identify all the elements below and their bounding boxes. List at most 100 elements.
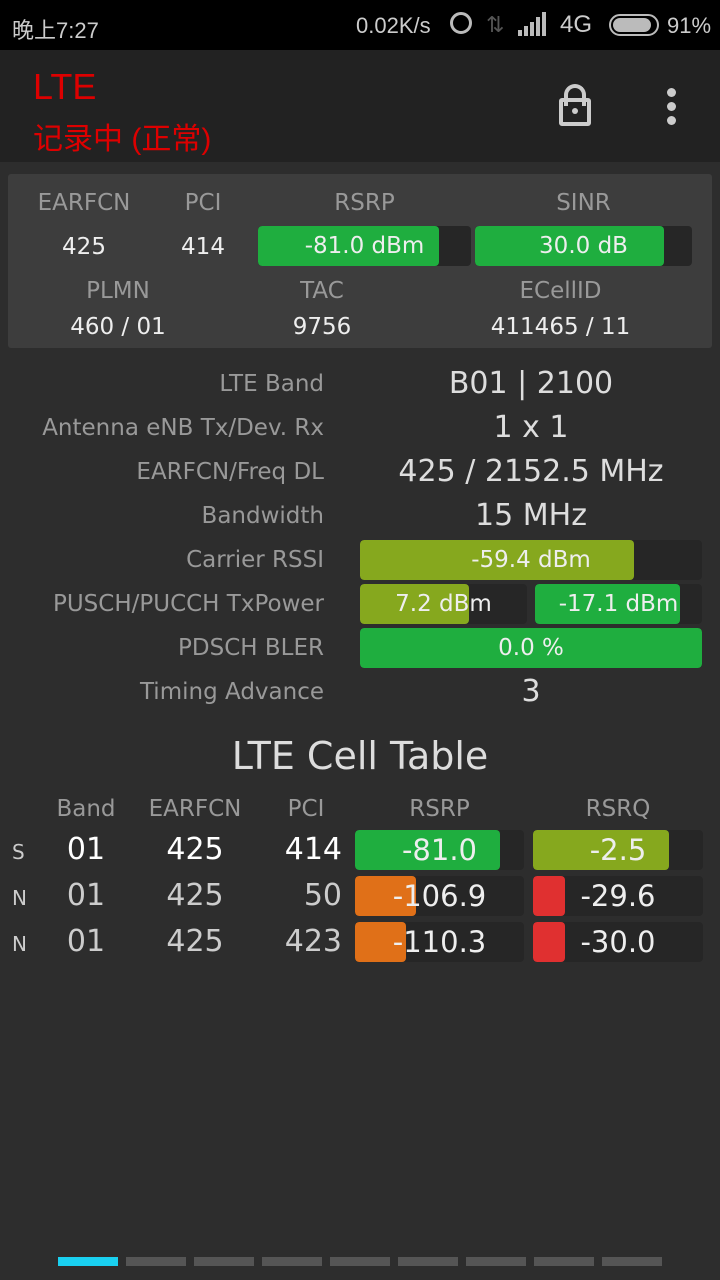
cell-band: 01 [66,832,106,867]
network-type: 4G [560,11,593,38]
earfcn-freq-value: 425 / 2152.5 MHz [398,454,664,489]
bar-fill [533,876,566,916]
cell-rsrp-bar: -106.9 [355,876,524,916]
battery-percent: 91% [667,13,712,38]
cell-rsrq-value: -29.6 [580,879,656,913]
bler-value: 0.0 % [498,635,564,661]
col-rsrq: RSRQ [585,796,651,822]
page-indicator-1[interactable] [58,1257,118,1266]
bar-fill [360,540,634,580]
rssi-label: Carrier RSSI [186,547,324,573]
tac-header: TAC [300,278,344,304]
timing-advance-value: 3 [521,674,541,709]
bar-fill [535,584,681,624]
net-speed: 0.02K/s [356,13,431,38]
page-indicator-5[interactable] [330,1257,390,1266]
cell-rsrq-value: -2.5 [589,833,647,867]
cell-rsrp-bar: -110.3 [355,922,524,962]
cell-rsrq-bar: -2.5 [533,830,703,870]
txpower-label: PUSCH/PUCCH TxPower [52,591,324,617]
cell-rsrp-value: -81.0 [401,833,478,867]
cell-earfcn: 425 [166,832,224,867]
bler-bar: 0.0 % [360,628,702,668]
lte-band-value: B01 | 2100 [448,366,614,401]
more-vert-icon[interactable] [666,88,678,126]
sinr-header: SINR [556,190,611,216]
cell-rsrp-bar: -81.0 [355,830,524,870]
cell-type: S [12,840,25,864]
earfcn-value: 425 [62,234,106,260]
pucch-value: -17.1 dBm [558,591,679,617]
cell-pci: 414 [284,832,342,867]
ecellid-header: ECellID [519,278,602,304]
antenna-value: 1 x 1 [493,410,569,445]
cell-rsrq-bar: -30.0 [533,922,703,962]
tac-value: 9756 [292,314,352,340]
pci-value: 414 [181,234,225,260]
battery-icon [609,14,659,36]
status-bar: 晚上7:27 0.02K/s ⇅ 4G 91% [0,0,720,50]
cell-earfcn: 425 [166,924,224,959]
cell-table-title: LTE Cell Table [231,734,489,778]
sinr-value: 30.0 dB [539,233,628,259]
timing-advance-label: Timing Advance [139,679,324,705]
bar-fill [533,922,566,962]
pucch-bar: -17.1 dBm [535,584,702,624]
page-indicator-2[interactable] [126,1257,186,1266]
rssi-bar: -59.4 dBm [360,540,702,580]
bler-label: PDSCH BLER [178,635,324,661]
hotspot-icon [450,12,472,34]
bar-fill [475,226,664,266]
cell-rsrq-value: -30.0 [580,925,656,959]
cell-pci: 50 [303,878,342,913]
cell-type: N [12,932,27,956]
bar-fill [360,584,469,624]
cell-band: 01 [66,878,106,913]
col-band: Band [56,796,116,822]
rsrp-bar: -81.0 dBm [258,226,471,266]
page-indicator-4[interactable] [262,1257,322,1266]
page-indicator-3[interactable] [194,1257,254,1266]
cell-rsrq-bar: -29.6 [533,876,703,916]
lte-band-label: LTE Band [219,371,324,397]
page-indicator-7[interactable] [466,1257,526,1266]
col-rsrp: RSRP [409,796,470,822]
bar-fill [258,226,440,266]
bar-fill [355,830,501,870]
col-earfcn: EARFCN [148,796,242,822]
cell-band: 01 [66,924,106,959]
page-indicator-6[interactable] [398,1257,458,1266]
clock: 晚上7:27 [12,18,99,43]
data-arrows-icon: ⇅ [486,12,505,37]
antenna-label: Antenna eNB Tx/Dev. Rx [42,415,324,441]
pusch-value: 7.2 dBm [395,591,492,617]
bar-fill [533,830,669,870]
cell-earfcn: 425 [166,878,224,913]
serving-cell-summary: EARFCN PCI RSRP SINR 425 414 -81.0 dBm 3… [8,174,712,348]
cell-type: N [12,886,27,910]
bandwidth-label: Bandwidth [201,503,324,529]
sinr-bar: 30.0 dB [475,226,692,266]
recording-status: 记录中 (正常) [33,123,212,156]
pusch-bar: 7.2 dBm [360,584,527,624]
rsrp-value: -81.0 dBm [304,233,425,259]
bar-fill [355,922,406,962]
lock-open-icon[interactable] [556,84,596,128]
earfcn-freq-label: EARFCN/Freq DL [136,459,324,485]
rssi-value: -59.4 dBm [471,547,591,573]
page-indicator-9[interactable] [602,1257,662,1266]
earfcn-header: EARFCN [37,190,131,216]
bandwidth-value: 15 MHz [475,498,587,533]
cell-pci: 423 [284,924,342,959]
pci-header: PCI [184,190,222,216]
bar-fill [355,876,416,916]
rsrp-header: RSRP [334,190,395,216]
signal-icon [518,12,548,36]
plmn-value: 460 / 01 [70,314,166,340]
app-title: LTE [33,66,97,107]
cell-rsrp-value: -106.9 [392,879,487,913]
cell-rsrp-value: -110.3 [392,925,487,959]
page-indicator-8[interactable] [534,1257,594,1266]
ecellid-value: 411465 / 11 [490,314,631,340]
app-bar [0,50,720,162]
